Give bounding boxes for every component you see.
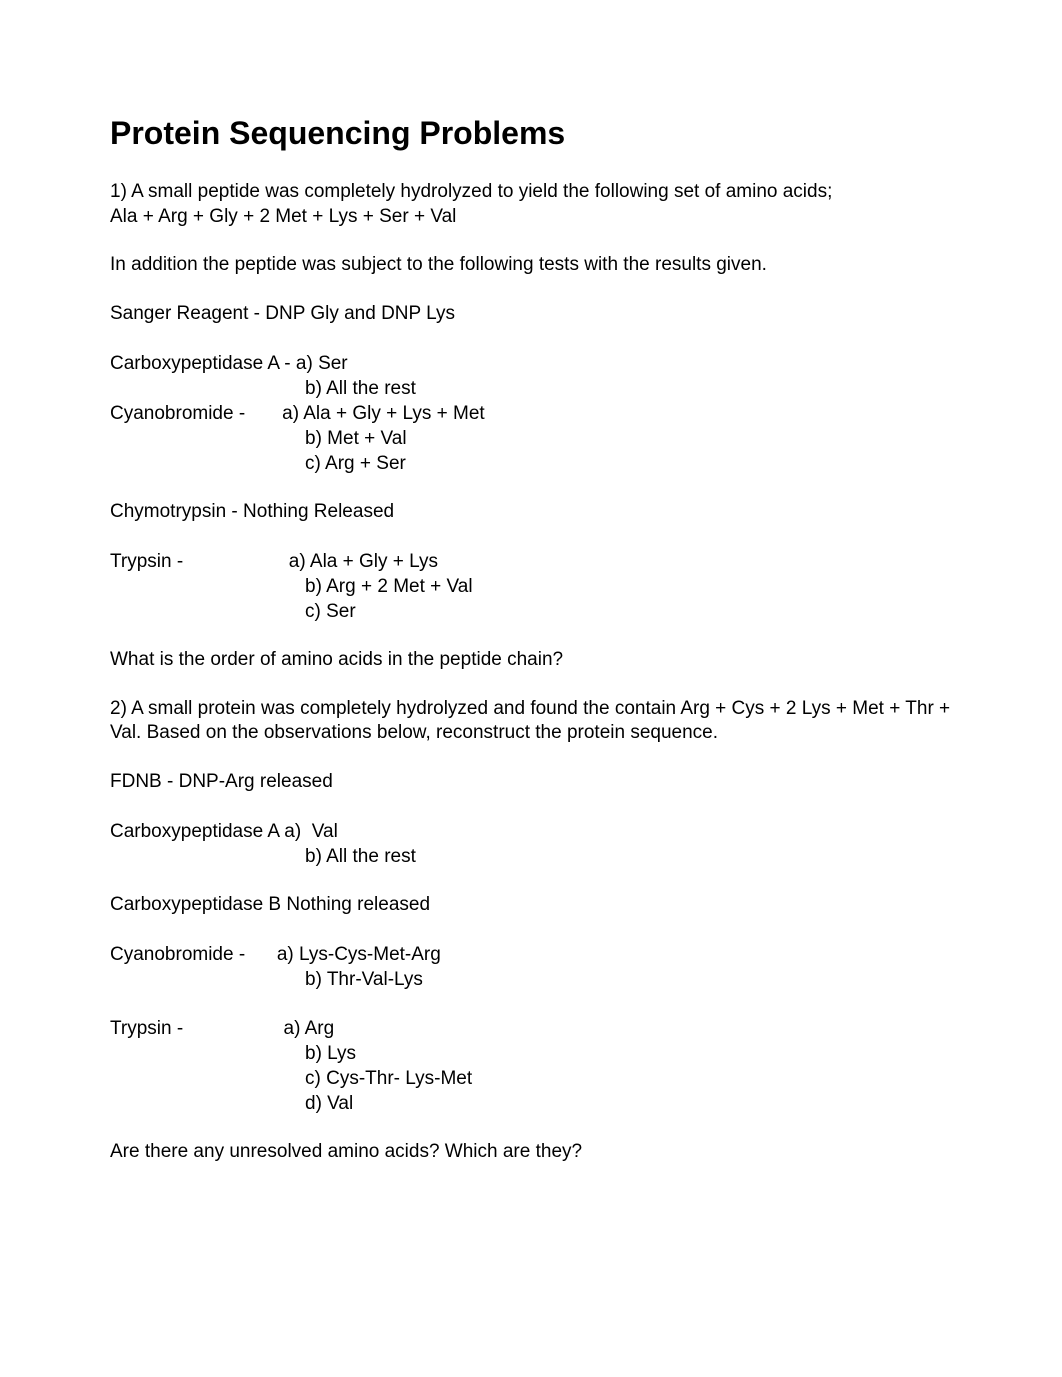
q2-cyano-b: b) Thr-Val-Lys	[305, 967, 952, 992]
q1-composition: Ala + Arg + Gly + 2 Met + Lys + Ser + Va…	[110, 205, 952, 230]
q1-trypsin-c: c) Ser	[305, 599, 952, 624]
q1-trypsin-a: a) Ala + Gly + Lys	[289, 549, 438, 574]
q1-cyano-a: a) Ala + Gly + Lys + Met	[282, 401, 485, 426]
q2-fdnb: FDNB - DNP-Arg released	[110, 770, 952, 795]
q1-sanger: Sanger Reagent - DNP Gly and DNP Lys	[110, 302, 952, 327]
q2-trypsin-a: a) Arg	[284, 1016, 335, 1041]
q2-carboxyA-a: a) Val	[284, 819, 338, 844]
q2-carboxyA-block: Carboxypeptidase A a) Val b) All the res…	[110, 819, 952, 869]
q1-cyano-c: c) Arg + Ser	[305, 451, 952, 476]
q1-subtext: In addition the peptide was subject to t…	[110, 253, 952, 278]
q1-carboxy-a: a) Ser	[296, 351, 348, 376]
q2-cyano-label: Cyanobromide -	[110, 942, 277, 967]
q2-trypsin-block: Trypsin - a) Arg b) Lys c) Cys-Thr- Lys-…	[110, 1016, 952, 1116]
q1-trypsin-b: b) Arg + 2 Met + Val	[305, 574, 952, 599]
q1-cyano-b: b) Met + Val	[305, 426, 952, 451]
q2-carboxyB: Carboxypeptidase B Nothing released	[110, 893, 952, 918]
q2-cyano-block: Cyanobromide - a) Lys-Cys-Met-Arg b) Thr…	[110, 942, 952, 992]
q2-trypsin-d: d) Val	[305, 1091, 952, 1116]
page-title: Protein Sequencing Problems	[110, 115, 952, 152]
q1-trypsin-block: Trypsin - a) Ala + Gly + Lys b) Arg + 2 …	[110, 549, 952, 624]
q2-trypsin-label: Trypsin -	[110, 1016, 284, 1041]
q2-carboxyA-label: Carboxypeptidase A	[110, 819, 284, 844]
q2-carboxyA-b: b) All the rest	[305, 844, 952, 869]
q1-chymo: Chymotrypsin - Nothing Released	[110, 500, 952, 525]
q1-cyano-label: Cyanobromide -	[110, 401, 282, 426]
q1-intro: 1) A small peptide was completely hydrol…	[110, 180, 952, 205]
q2-intro: 2) A small protein was completely hydrol…	[110, 697, 952, 746]
q1-carboxy-cyano-block: Carboxypeptidase A - a) Ser b) All the r…	[110, 351, 952, 476]
q1-intro-block: 1) A small peptide was completely hydrol…	[110, 180, 952, 229]
q1-trypsin-label: Trypsin -	[110, 549, 289, 574]
q2-question: Are there any unresolved amino acids? Wh…	[110, 1140, 952, 1165]
q2-trypsin-c: c) Cys-Thr- Lys-Met	[305, 1066, 952, 1091]
q2-cyano-a: a) Lys-Cys-Met-Arg	[277, 942, 441, 967]
q1-carboxy-label: Carboxypeptidase A -	[110, 351, 296, 376]
q1-carboxy-b: b) All the rest	[305, 376, 952, 401]
q2-trypsin-b: b) Lys	[305, 1041, 952, 1066]
q1-question: What is the order of amino acids in the …	[110, 648, 952, 673]
